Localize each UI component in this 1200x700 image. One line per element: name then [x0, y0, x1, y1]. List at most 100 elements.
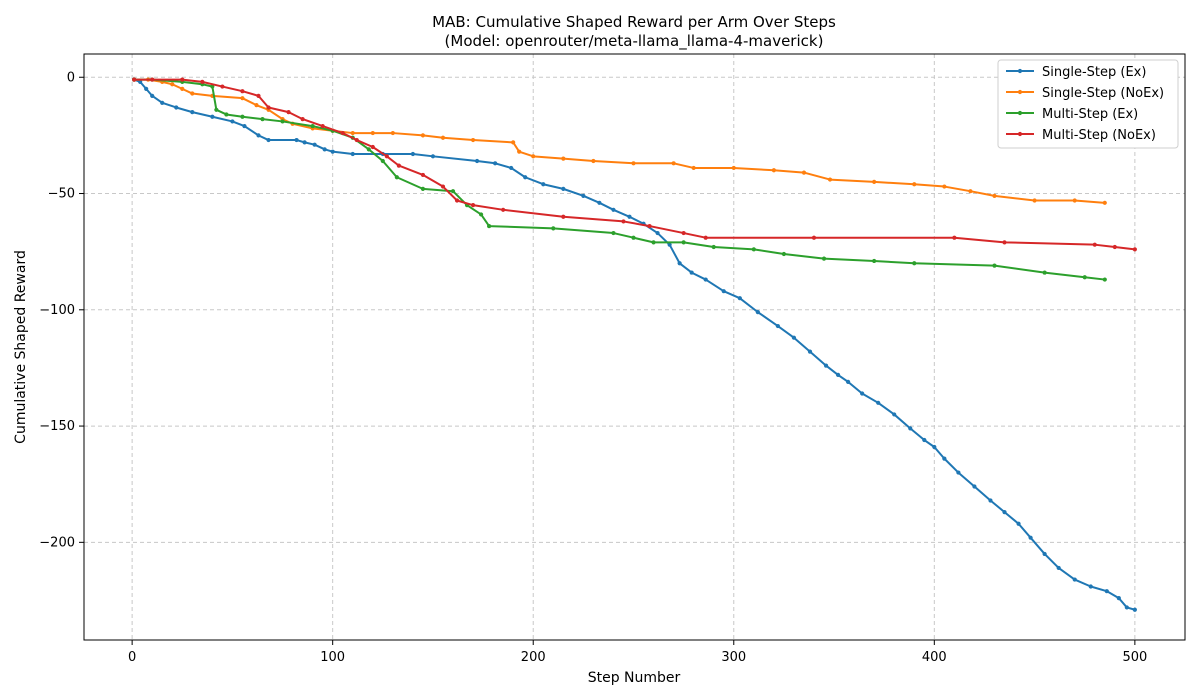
- data-point: [470, 137, 476, 143]
- data-point: [551, 226, 556, 231]
- data-point: [420, 133, 426, 138]
- y-tick-label: −200: [39, 535, 75, 550]
- data-point: [230, 119, 235, 124]
- data-point: [160, 100, 165, 105]
- data-point: [621, 219, 626, 224]
- data-point: [240, 114, 245, 119]
- data-point: [370, 144, 375, 150]
- legend-marker: [1017, 68, 1023, 74]
- legend-box: [997, 59, 1179, 149]
- legend-marker: [1017, 89, 1023, 95]
- data-point: [1028, 535, 1033, 540]
- data-point: [972, 484, 977, 489]
- data-point: [501, 207, 506, 212]
- data-point: [811, 235, 817, 240]
- chart-title: MAB: Cumulative Shaped Reward per Arm Ov…: [432, 13, 836, 31]
- data-point: [531, 154, 536, 159]
- data-point: [681, 240, 686, 245]
- data-point: [440, 135, 446, 140]
- data-point: [210, 114, 215, 119]
- series-layer: [132, 77, 1137, 612]
- legend-item: Multi-Step (Ex): [1006, 107, 1138, 122]
- data-point: [144, 86, 149, 91]
- series-single-step-ex-: [132, 77, 1137, 612]
- data-point: [340, 130, 345, 136]
- data-point: [260, 117, 265, 122]
- legend-item: Single-Step (Ex): [1006, 65, 1146, 80]
- x-tick-label: 0: [128, 650, 136, 665]
- data-point: [1042, 551, 1047, 557]
- data-point: [150, 93, 155, 98]
- tick-layer: 0 100 200 300 400 500 0 −50 −100 −150 −200: [39, 70, 1147, 665]
- data-point: [1102, 277, 1107, 282]
- data-point: [751, 247, 756, 252]
- data-point: [932, 444, 937, 450]
- data-point: [1116, 596, 1121, 601]
- data-point: [689, 270, 694, 275]
- data-point: [731, 165, 736, 171]
- data-point: [677, 261, 682, 266]
- data-point: [1072, 198, 1077, 203]
- x-tick-label: 500: [1122, 650, 1147, 665]
- data-point: [952, 235, 957, 240]
- data-point: [1002, 240, 1007, 245]
- data-point: [200, 79, 205, 85]
- data-point: [420, 186, 426, 191]
- legend-item: Multi-Step (NoEx): [1006, 128, 1156, 143]
- data-point: [138, 79, 143, 85]
- data-point: [174, 105, 179, 110]
- data-point: [1124, 605, 1129, 610]
- data-point: [1092, 242, 1097, 247]
- data-point: [286, 110, 291, 115]
- data-point: [721, 289, 726, 294]
- data-point: [942, 184, 947, 189]
- legend-marker: [1017, 110, 1023, 116]
- data-point: [821, 256, 827, 261]
- data-point: [922, 437, 927, 443]
- data-point: [470, 203, 476, 208]
- data-point: [302, 140, 307, 145]
- y-tick-label: 0: [67, 70, 75, 85]
- data-point: [1088, 584, 1093, 589]
- data-point: [256, 93, 261, 98]
- data-point: [478, 212, 484, 217]
- data-point: [266, 137, 271, 143]
- data-point: [294, 137, 299, 143]
- data-point: [132, 77, 137, 82]
- data-point: [876, 400, 881, 405]
- data-point: [1132, 247, 1137, 252]
- data-point: [1042, 270, 1047, 275]
- data-point: [667, 242, 672, 247]
- data-point: [631, 161, 636, 166]
- data-point: [312, 142, 317, 147]
- data-point: [992, 263, 997, 268]
- data-point: [440, 184, 446, 189]
- data-point: [517, 149, 522, 154]
- data-point: [266, 105, 271, 110]
- data-point: [561, 156, 566, 161]
- data-point: [647, 223, 652, 229]
- data-point: [240, 89, 245, 94]
- data-point: [220, 84, 225, 89]
- data-point: [591, 158, 596, 164]
- data-point: [968, 189, 973, 194]
- data-point: [561, 186, 566, 191]
- y-tick-label: −50: [48, 187, 75, 202]
- data-point: [410, 151, 415, 157]
- data-point: [320, 123, 325, 129]
- data-point: [170, 82, 175, 87]
- data-point: [655, 230, 660, 236]
- data-point: [1056, 565, 1061, 571]
- data-point: [872, 258, 877, 264]
- data-point: [396, 163, 401, 168]
- data-point: [310, 123, 315, 129]
- data-point: [180, 77, 185, 82]
- data-point: [450, 189, 456, 194]
- data-point: [354, 137, 359, 143]
- data-point: [1016, 521, 1021, 526]
- data-point: [872, 179, 877, 184]
- y-axis-label: Cumulative Shaped Reward: [13, 250, 29, 444]
- legend-items: Single-Step (Ex) Single-Step (NoEx) Multi-…: [1006, 65, 1164, 143]
- x-tick-label: 100: [320, 650, 345, 665]
